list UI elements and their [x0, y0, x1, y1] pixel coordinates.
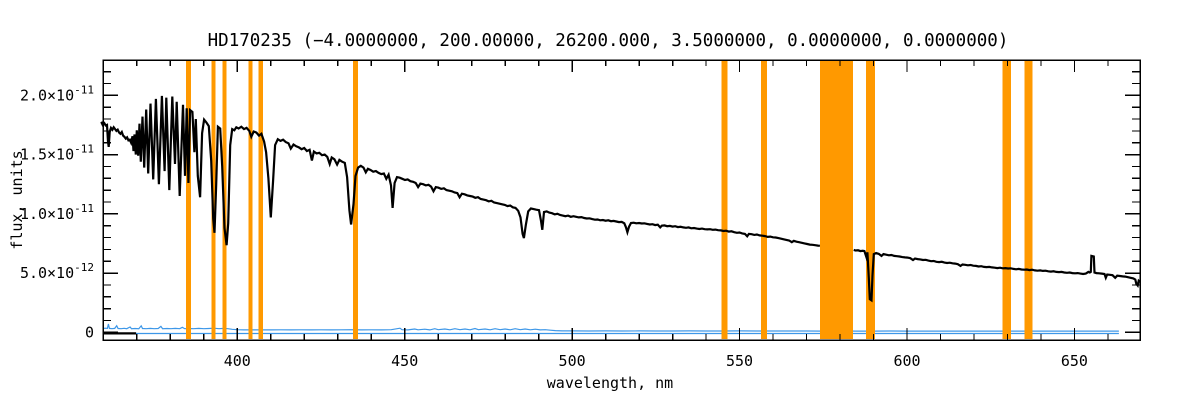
spectrum-layer — [100, 95, 1141, 335]
error-spectrum-layer — [102, 323, 1119, 335]
masked-band — [866, 61, 876, 339]
y-tick-label: 1.5×10-11 — [20, 143, 94, 164]
x-tick-label: 550 — [726, 352, 753, 370]
error-spectrum-segment — [102, 323, 1119, 332]
x-tick-label: 450 — [391, 352, 418, 370]
x-axis-label: wavelength, nm — [547, 374, 673, 392]
axes-frame-layer — [102, 59, 1141, 341]
x-tick-label: 650 — [1061, 352, 1088, 370]
plot-title: HD170235 (−4.0000000, 200.00000, 26200.0… — [208, 31, 1009, 51]
x-tick-label: 400 — [224, 352, 251, 370]
y-tick-label: 1.0×10-11 — [20, 202, 94, 223]
tick-labels-layer: 400 450 500 550 600 650 0 5.0×10-12 1.0×10-11 1.5… — [20, 83, 1088, 370]
masked-band — [1002, 61, 1012, 339]
masked-band — [248, 61, 253, 339]
x-tick-label: 600 — [893, 352, 920, 370]
observed-spectrum-segment — [853, 248, 1141, 303]
y-tick-label: 0 — [85, 323, 94, 341]
y-tick-label: 5.0×10-12 — [20, 261, 94, 282]
y-tick-label: 2.0×10-11 — [20, 83, 94, 104]
masked-band — [721, 61, 728, 339]
masked-band — [186, 61, 191, 339]
masked-band — [258, 61, 264, 339]
masked-bands-layer — [186, 61, 1033, 339]
masked-band — [820, 61, 853, 339]
masked-band — [353, 61, 358, 339]
x-tick-label: 500 — [559, 352, 586, 370]
observed-spectrum-segment — [100, 95, 821, 247]
y-axis-label: flux, units — [8, 150, 26, 249]
masked-band — [1024, 61, 1033, 339]
plot-frame — [102, 59, 1141, 341]
masked-band — [761, 61, 767, 339]
